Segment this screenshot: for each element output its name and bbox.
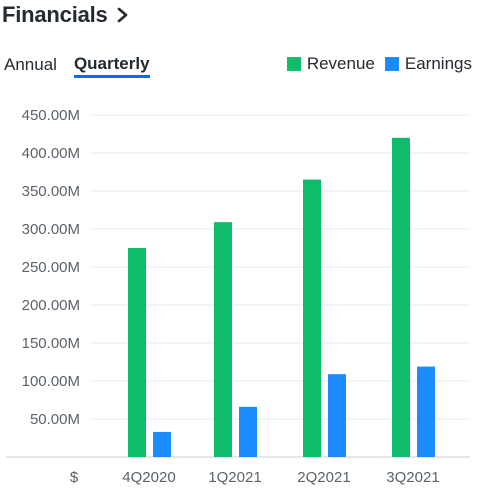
y-tick-label-5: 300.00M (22, 221, 80, 238)
bar-earnings-1q2021 (239, 406, 257, 457)
currency-label: $ (70, 469, 79, 486)
legend-label-revenue: Revenue (306, 54, 375, 73)
chart-legend: Revenue Earnings (286, 54, 472, 74)
bar-revenue-3q2021 (392, 137, 410, 458)
y-tick-label-3: 200.00M (22, 297, 80, 314)
x-tick-label-1: 1Q2021 (208, 469, 261, 486)
y-tick-label-4: 250.00M (22, 259, 80, 276)
y-tick-label-7: 400.00M (22, 145, 80, 162)
legend-item-revenue: Revenue (286, 54, 375, 74)
x-tick-label-3: 3Q2021 (386, 469, 439, 486)
bar-revenue-2q2021 (303, 179, 321, 457)
chevron-right-icon (117, 7, 127, 23)
tab-quarterly[interactable]: Quarterly (73, 54, 150, 78)
y-tick-label-0: 50.00M (30, 411, 80, 428)
bar-earnings-2q2021 (328, 374, 346, 457)
bar-revenue-1q2021 (214, 222, 232, 457)
x-tick-label-2: 2Q2021 (297, 469, 350, 486)
y-tick-label-6: 350.00M (22, 183, 80, 200)
period-tabs: Annual Quarterly (4, 54, 150, 78)
legend-swatch-earnings (384, 57, 399, 71)
legend-swatch-revenue (286, 57, 301, 71)
y-tick-label-8: 450.00M (22, 107, 80, 124)
tab-annual[interactable]: Annual (4, 55, 57, 74)
financials-header-link[interactable]: Financials (2, 0, 130, 30)
x-tick-label-0: 4Q2020 (122, 469, 175, 486)
section-title: Financials (2, 2, 108, 27)
bar-earnings-3q2021 (417, 366, 435, 457)
bar-earnings-4q2020 (153, 431, 171, 457)
legend-item-earnings: Earnings (384, 54, 472, 74)
legend-label-earnings: Earnings (404, 54, 472, 73)
y-tick-label-2: 150.00M (22, 335, 80, 352)
y-tick-label-1: 100.00M (22, 373, 80, 390)
bar-revenue-4q2020 (128, 248, 146, 457)
